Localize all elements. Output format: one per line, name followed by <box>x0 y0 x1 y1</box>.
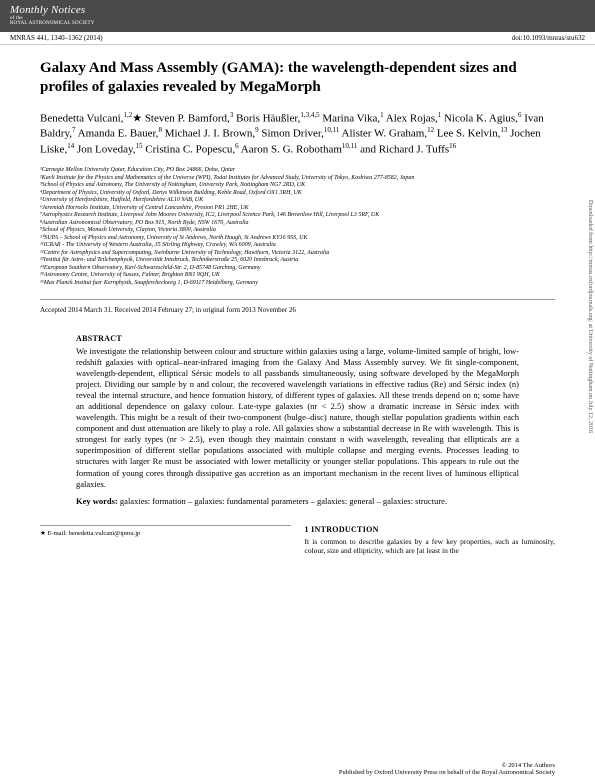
affiliation-line: ¹Carnegie Mellon University Qatar, Educa… <box>40 167 555 175</box>
affiliation-line: ⁷Astrophysics Research Institute, Liverp… <box>40 212 555 220</box>
author-list: Benedetta Vulcani,1,2★ Steven P. Bamford… <box>40 111 555 158</box>
abstract-heading: ABSTRACT <box>76 334 519 343</box>
journal-banner: Monthly Notices of the ROYAL ASTRONOMICA… <box>0 0 595 32</box>
affiliation-line: ¹⁴European Southern Observatory, Karl-Sc… <box>40 265 555 273</box>
affiliation-line: ⁴Department of Physics, University of Ox… <box>40 190 555 198</box>
dates-line: Accepted 2014 March 31. Received 2014 Fe… <box>40 299 555 314</box>
doi: doi:10.1093/mnras/stu632 <box>512 34 585 42</box>
affiliation-line: ¹⁵Astronomy Centre, University of Sussex… <box>40 272 555 280</box>
intro-columns: ★ E-mail: benedetta.vulcani@ipmu.jp 1 IN… <box>40 525 555 555</box>
footer-publisher: Published by Oxford University Press on … <box>339 769 555 776</box>
abstract-block: ABSTRACT We investigate the relationship… <box>40 334 555 507</box>
footer-copyright: © 2014 The Authors <box>339 762 555 769</box>
affiliation-line: ⁸Australian Astronomical Observatory, PO… <box>40 220 555 228</box>
affiliation-line: ¹¹ICRAR - The University of Western Aust… <box>40 242 555 250</box>
affiliation-line: ²Kavli Institute for the Physics and Mat… <box>40 175 555 183</box>
meta-row: MNRAS 441, 1340–1362 (2014) doi:10.1093/… <box>0 32 595 45</box>
affiliation-line: ¹³Institut für Astro- und Teilchenphysik… <box>40 257 555 265</box>
journal-society: ROYAL ASTRONOMICAL SOCIETY <box>10 21 585 26</box>
affiliation-line: ¹⁰SUPA – School of Physics and Astronomy… <box>40 235 555 243</box>
journal-title: Monthly Notices <box>10 4 585 16</box>
affiliation-line: ¹⁶Max Planck Institut fuer Kernphysik, S… <box>40 280 555 288</box>
intro-body: It is common to describe galaxies by a f… <box>305 537 556 555</box>
content: Galaxy And Mass Assembly (GAMA): the wav… <box>0 45 595 555</box>
affiliation-line: ⁶Jeremiah Horrocks Institute, University… <box>40 205 555 213</box>
affiliation-line: ⁵University of Hertfordshire, Hatfield, … <box>40 197 555 205</box>
keywords-text: galaxies: formation – galaxies: fundamen… <box>118 496 447 506</box>
paper-title: Galaxy And Mass Assembly (GAMA): the wav… <box>40 59 555 97</box>
download-note: Downloaded from http://mnras.oxfordjourn… <box>587 200 593 433</box>
affiliation-line: ¹²Centre for Astrophysics and Supercompu… <box>40 250 555 258</box>
affiliation-line: ⁹School of Physics, Monash University, C… <box>40 227 555 235</box>
affiliations: ¹Carnegie Mellon University Qatar, Educa… <box>40 167 555 287</box>
affiliation-line: ³School of Physics and Astronomy, The Un… <box>40 182 555 190</box>
keywords: Key words: galaxies: formation – galaxie… <box>76 496 519 507</box>
corresponding-email: ★ E-mail: benedetta.vulcani@ipmu.jp <box>40 525 291 537</box>
right-col: 1 INTRODUCTION It is common to describe … <box>305 525 556 555</box>
footer: © 2014 The Authors Published by Oxford U… <box>40 762 555 776</box>
left-col: ★ E-mail: benedetta.vulcani@ipmu.jp <box>40 525 291 555</box>
keywords-label: Key words: <box>76 496 118 506</box>
abstract-body: We investigate the relationship between … <box>76 346 519 490</box>
intro-heading: 1 INTRODUCTION <box>305 525 556 534</box>
citation: MNRAS 441, 1340–1362 (2014) <box>10 34 103 42</box>
